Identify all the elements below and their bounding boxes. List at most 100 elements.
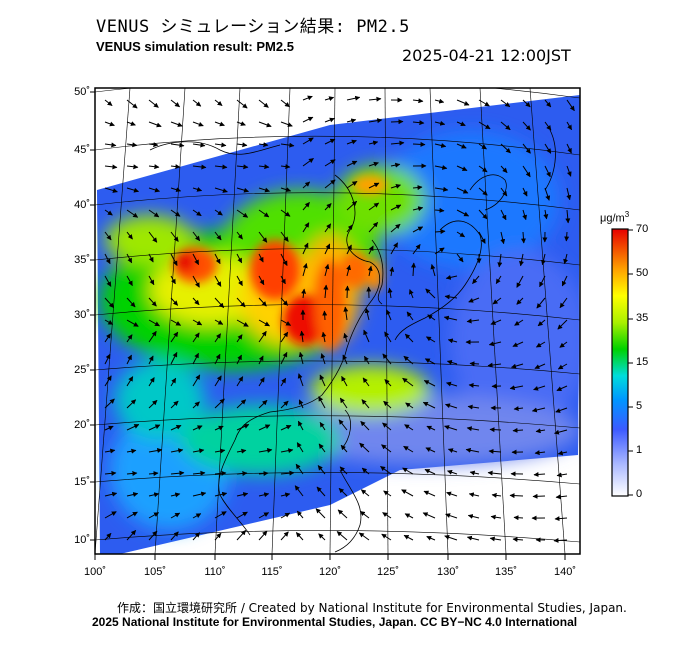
- wind-arrow: [434, 247, 445, 255]
- wind-arrow: [500, 143, 511, 154]
- wind-arrow: [280, 400, 289, 409]
- wind-arrow: [456, 121, 466, 127]
- wind-arrow: [236, 511, 248, 519]
- wind-arrow: [214, 253, 221, 265]
- wind-arrow: [315, 508, 326, 519]
- lat-tick-label: 50˚: [74, 86, 90, 98]
- wind-arrow: [104, 532, 112, 541]
- wind-arrow: [343, 306, 349, 321]
- graticule: [95, 88, 580, 554]
- wind-arrow: [258, 377, 265, 387]
- wind-arrow: [126, 470, 138, 476]
- wind-arrow: [380, 465, 392, 475]
- wind-arrow: [214, 470, 227, 476]
- wind-arrow: [170, 297, 179, 306]
- wind-arrow: [258, 530, 268, 541]
- wind-arrow: [468, 382, 480, 388]
- wind-arrow: [500, 231, 506, 245]
- lon-tick-label: 140˚: [553, 566, 577, 578]
- wind-arrow: [298, 351, 304, 365]
- wind-arrow: [104, 231, 112, 241]
- wind-arrow: [468, 492, 480, 498]
- wind-arrow: [236, 448, 247, 454]
- wind-arrow: [104, 398, 115, 409]
- wind-arrow: [557, 319, 568, 330]
- pm25-hotspots: [173, 175, 388, 350]
- wind-arrow: [258, 99, 269, 108]
- wind-arrow: [406, 311, 414, 321]
- wind-arrow: [531, 407, 546, 413]
- wind-arrow: [412, 226, 424, 233]
- wind-arrow: [344, 285, 350, 299]
- wind-arrow: [423, 490, 436, 497]
- wind-arrow: [534, 450, 546, 456]
- wind-arrow: [104, 448, 116, 454]
- wind-arrow: [556, 472, 568, 478]
- wind-arrow: [236, 142, 248, 148]
- wind-arrow: [522, 165, 531, 178]
- wind-arrow: [126, 334, 133, 343]
- wind-arrow: [148, 99, 159, 108]
- wind-arrow: [522, 121, 531, 131]
- wind-arrow: [447, 469, 458, 475]
- wind-arrow: [564, 231, 570, 242]
- wind-arrow: [258, 297, 267, 307]
- wind-arrow: [447, 338, 458, 344]
- wind-arrow: [258, 275, 265, 286]
- wind-arrow: [192, 142, 206, 148]
- wind-arrow: [402, 467, 414, 475]
- colorbar-unit-sup: 3: [624, 210, 630, 219]
- wind-arrow: [478, 165, 488, 173]
- wind-arrow: [280, 351, 288, 365]
- wind-arrow: [381, 444, 392, 453]
- wind-arrow: [445, 274, 458, 280]
- wind-arrow: [382, 512, 392, 519]
- wind-arrow: [280, 99, 290, 108]
- wind-arrow: [559, 297, 568, 309]
- wind-arrow: [170, 99, 180, 108]
- lat-tick-label: 25˚: [74, 364, 90, 376]
- wind-arrow: [403, 534, 414, 541]
- wind-arrow: [409, 289, 414, 299]
- lon-tick-label: 135˚: [494, 566, 518, 578]
- wind-arrow: [541, 253, 546, 266]
- wind-arrow: [236, 164, 249, 170]
- wind-arrow: [359, 510, 370, 519]
- wind-arrow: [516, 275, 524, 288]
- wind-arrow: [390, 223, 401, 233]
- wind-arrow: [456, 187, 469, 194]
- wind-arrow: [280, 319, 292, 326]
- wind-arrow: [280, 512, 291, 519]
- wind-arrow: [444, 294, 458, 300]
- wind-arrow: [346, 264, 352, 277]
- wind-arrow: [316, 486, 326, 497]
- wind-arrow: [280, 531, 289, 541]
- lat-tick-label: 10˚: [74, 534, 90, 546]
- colorbar-ticks: [628, 229, 633, 496]
- lat-tick-label: 45˚: [74, 144, 90, 156]
- wind-arrow: [535, 428, 546, 434]
- wind-arrow: [170, 351, 178, 365]
- wind-arrow: [554, 429, 568, 435]
- wind-arrow: [192, 352, 199, 365]
- wind-arrow: [323, 284, 329, 299]
- wind-arrow: [298, 399, 304, 409]
- wind-arrow: [405, 402, 414, 409]
- colorbar-unit-main: μg/m: [600, 212, 625, 225]
- wind-arrow: [214, 425, 224, 431]
- wind-arrow: [346, 180, 358, 189]
- wind-arrow: [361, 399, 370, 409]
- colorbar-tick-label: 1: [636, 444, 643, 456]
- wind-arrow: [427, 314, 436, 321]
- wind-arrow: [236, 209, 249, 218]
- wind-arrow: [487, 470, 502, 476]
- wind-arrow: [367, 265, 373, 277]
- wind-arrow: [346, 139, 357, 145]
- wind-arrow: [301, 288, 307, 299]
- wind-arrow: [500, 99, 511, 108]
- wind-arrow: [456, 231, 466, 238]
- wind-arrow: [192, 401, 200, 409]
- wind-arrow: [302, 202, 310, 211]
- wind-arrow: [258, 231, 268, 243]
- wind-arrow: [387, 287, 393, 299]
